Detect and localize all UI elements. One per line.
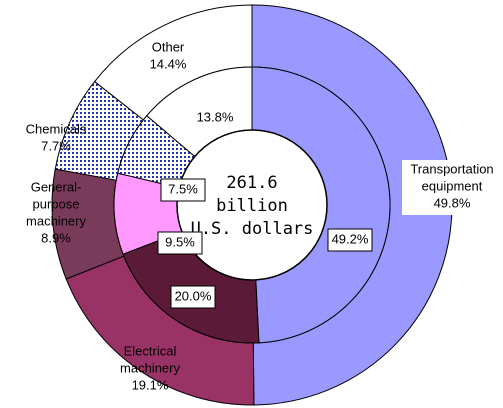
label-box: [157, 231, 203, 255]
outer-value-label: 14.4%: [150, 56, 187, 71]
label-box: [170, 285, 216, 309]
outer-label: Transportation equipment 49.8%: [410, 161, 493, 210]
outer-label: General-purpose machinery 8.9%: [26, 179, 86, 245]
outer-value-label: 8.9%: [41, 230, 71, 245]
label-box: [327, 228, 373, 252]
inner-value-label: 49.2%: [332, 231, 369, 246]
category-label: General-: [31, 179, 82, 194]
center-text: U.S. dollars: [191, 219, 314, 239]
center-hole: [176, 129, 328, 281]
category-label: Chemicals: [26, 121, 87, 136]
inner-value-label: 9.5%: [165, 234, 195, 249]
category-label: equipment: [422, 178, 483, 193]
inner-value-label: 20.0%: [175, 288, 212, 303]
center-text: 261.6: [226, 173, 277, 193]
category-label: purpose: [33, 196, 80, 211]
inner-value-label: 13.8%: [197, 109, 234, 124]
outer-value-label: 7.7%: [41, 138, 71, 153]
category-label: Transportation: [410, 161, 493, 176]
outer-value-label: 19.1%: [132, 377, 169, 392]
category-label: machinery: [26, 213, 86, 228]
outer-label: Chemicals 7.7%: [26, 121, 87, 153]
label-box: [402, 160, 502, 215]
outer-value-label: 49.8%: [434, 195, 471, 210]
outer-label: Electrical machinery 19.1%: [120, 343, 180, 392]
outer-label: Other 14.4%: [150, 39, 187, 71]
inner-value-label: 7.5%: [168, 181, 198, 196]
center-text: billion: [216, 196, 288, 216]
label-box: [160, 178, 206, 202]
category-label: Other: [152, 39, 185, 54]
category-label: Electrical: [124, 343, 177, 358]
category-label: machinery: [120, 360, 180, 375]
